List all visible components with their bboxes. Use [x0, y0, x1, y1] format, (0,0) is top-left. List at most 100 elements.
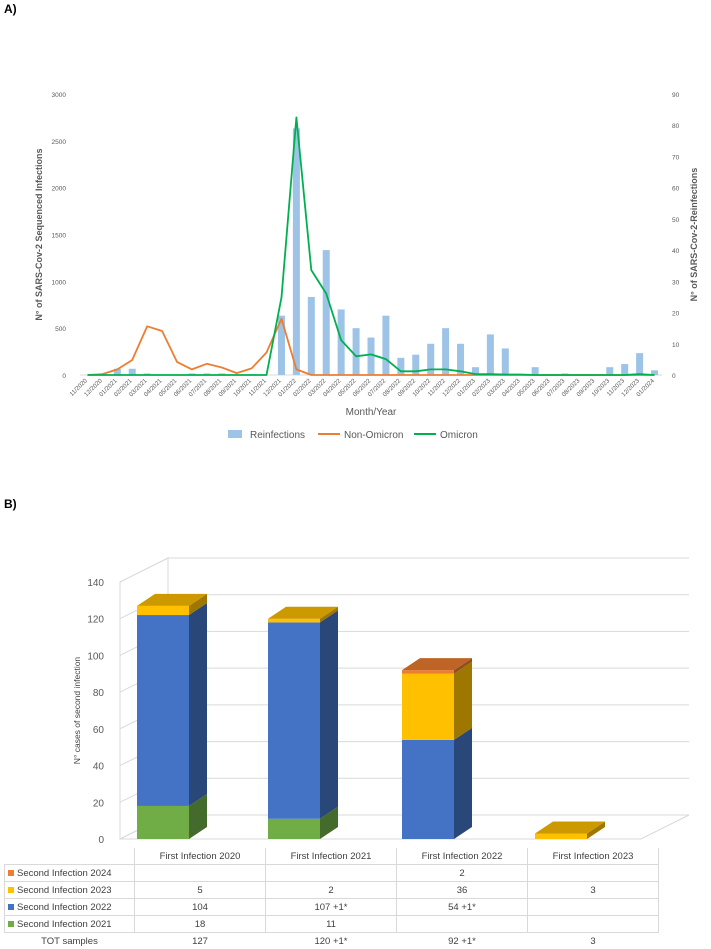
bar-second-infection-2023-side: [454, 662, 472, 740]
reinfection-bar: [636, 353, 643, 375]
y-left-tick-label: 1000: [52, 279, 67, 286]
table-cell: 18: [135, 916, 266, 933]
table-cell: 36: [397, 882, 528, 899]
bar-second-infection-2022-side: [320, 610, 338, 818]
y-left-tick-label: 2000: [52, 186, 67, 193]
bar-second-infection-2023: [268, 619, 320, 623]
table-cell: 2: [266, 882, 397, 899]
panel-b-label: B): [4, 497, 17, 511]
y-tick-label: 140: [87, 578, 104, 589]
y-right-tick-label: 50: [672, 217, 680, 224]
y-right-tick-label: 80: [672, 123, 680, 130]
series-label: Second Infection 2021: [17, 919, 112, 930]
reinfection-bar: [323, 250, 330, 375]
series-label-cell: Second Infection 2021: [5, 916, 135, 933]
y-right-tick-label: 60: [672, 186, 680, 193]
reinfection-bar: [606, 367, 613, 375]
y-left-tick-label: 0: [62, 373, 66, 380]
y-tick-label: 80: [93, 688, 105, 699]
legend-swatch: [8, 921, 14, 927]
table-cell: 107 +1*: [266, 899, 397, 916]
y-left-tick-label: 3000: [52, 92, 67, 99]
category-header: First Infection 2020: [135, 848, 266, 865]
y-axis-title: N° cases of second infection: [72, 657, 82, 765]
legend-swatch: [8, 904, 14, 910]
x-axis-title: Month/Year: [346, 407, 397, 418]
reinfection-bar: [129, 369, 136, 375]
y-tick-label: 120: [87, 615, 104, 626]
y-right-tick-label: 30: [672, 279, 680, 286]
bar-second-infection-2022: [137, 615, 189, 806]
totals-label: TOT samples: [5, 933, 135, 949]
reinfection-bar: [368, 338, 375, 375]
bar-second-infection-2023: [402, 674, 454, 740]
legend-swatch: [8, 870, 14, 876]
total-cell: 3: [528, 933, 659, 949]
y-left-tick-label: 500: [55, 326, 66, 333]
y-right-tick-label: 20: [672, 311, 680, 318]
y-left-tick-label: 1500: [52, 233, 67, 240]
bar-second-infection-2022: [268, 622, 320, 818]
table-cell: 3: [528, 882, 659, 899]
y-right-tick-label: 10: [672, 342, 680, 349]
table-cell: [135, 865, 266, 882]
reinfection-bar: [293, 128, 300, 375]
legend-label: Omicron: [440, 430, 478, 441]
y-right-tick-label: 70: [672, 154, 680, 161]
reinfection-bar: [442, 328, 449, 375]
category-header: First Infection 2023: [528, 848, 659, 865]
table-cell: 54 +1*: [397, 899, 528, 916]
y-tick-label: 40: [93, 762, 105, 773]
reinfection-bar: [308, 297, 315, 375]
table-cell: 104: [135, 899, 266, 916]
table-row: Second Infection 2024 2: [5, 865, 659, 882]
series-label: Second Infection 2022: [17, 902, 112, 913]
table-cell: [528, 899, 659, 916]
category-header: First Infection 2021: [266, 848, 397, 865]
series-label: Second Infection 2024: [17, 868, 112, 879]
y-tick-label: 20: [93, 798, 105, 809]
legend-label: Reinfections: [250, 430, 305, 441]
bar-second-infection-2022-side: [454, 728, 472, 839]
total-cell: 120 +1*: [266, 933, 397, 949]
table-cell: 5: [135, 882, 266, 899]
series-label-cell: Second Infection 2022: [5, 899, 135, 916]
legend-swatch: [8, 887, 14, 893]
legend-label: Non-Omicron: [344, 430, 403, 441]
table-cell: [528, 916, 659, 933]
reinfection-bar: [353, 328, 360, 375]
reinfection-bar: [487, 334, 494, 375]
reinfection-bar: [621, 364, 628, 375]
panel-a-label: A): [4, 2, 17, 16]
bar-second-infection-2024: [402, 670, 454, 674]
y-tick-label: 60: [93, 725, 105, 736]
table-corner: [5, 848, 135, 865]
y-right-tick-label: 40: [672, 248, 680, 255]
table-cell: 2: [397, 865, 528, 882]
reinfection-bar: [532, 367, 539, 375]
table-cell: 11: [266, 916, 397, 933]
series-label-cell: Second Infection 2023: [5, 882, 135, 899]
table-cell: [528, 865, 659, 882]
y-tick-label: 100: [87, 651, 104, 662]
y-tick-label: 0: [98, 835, 104, 846]
table-cell: [397, 916, 528, 933]
series-label: Second Infection 2023: [17, 885, 112, 896]
reinfection-bar: [382, 316, 389, 375]
y-right-axis-title: N° of SARS-Cov-2-Reinfections: [689, 168, 699, 302]
bar-second-infection-2022: [402, 740, 454, 839]
reinfection-bar: [397, 358, 404, 375]
bar-second-infection-2023: [137, 606, 189, 615]
category-header: First Infection 2022: [397, 848, 528, 865]
chart-a: 0500100015002000250030000102030405060708…: [0, 30, 711, 490]
bar-second-infection-2021: [268, 819, 320, 839]
y-left-tick-label: 2500: [52, 139, 67, 146]
chart-b: 0 20 40 60 80 100 120 140 N° cases of second inf…: [0, 530, 711, 875]
bar-second-infection-2022-side: [189, 603, 207, 806]
